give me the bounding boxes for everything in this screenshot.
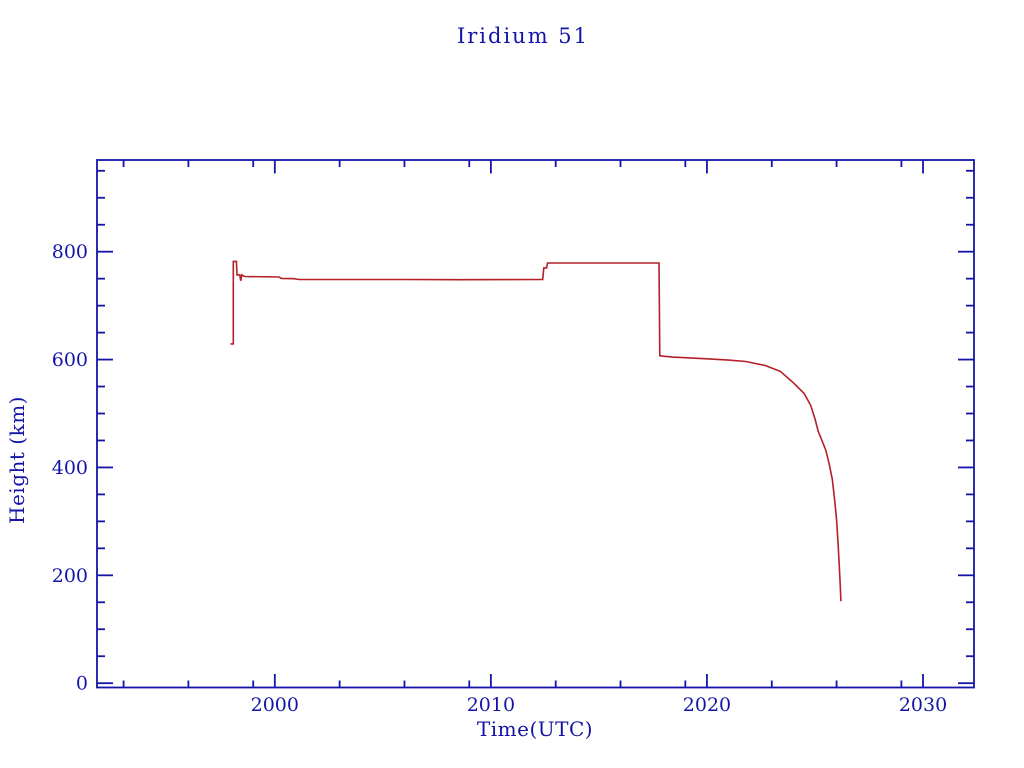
x-axis-title: Time(UTC) — [477, 717, 593, 741]
x-tick-label: 2010 — [467, 694, 515, 716]
y-tick-label: 0 — [76, 673, 88, 695]
series-line-height-km — [230, 260, 842, 602]
y-tick-label: 200 — [52, 565, 88, 587]
plot-frame — [96, 159, 975, 689]
x-tick-label: 2020 — [683, 694, 731, 716]
y-tick-label: 800 — [52, 241, 88, 263]
y-tick-label: 400 — [52, 457, 88, 479]
y-axis-title: Height (km) — [5, 396, 29, 524]
axes-frame — [96, 159, 975, 689]
x-tick-label: 2030 — [899, 694, 947, 716]
y-tick-label: 600 — [52, 349, 88, 371]
data-series — [230, 260, 842, 602]
x-tick-label: 2000 — [251, 694, 299, 716]
tick-labels: 2000 2010 2020 2030 0 200 400 600 800 — [52, 241, 947, 716]
chart-title: Iridium 51 — [457, 24, 589, 48]
